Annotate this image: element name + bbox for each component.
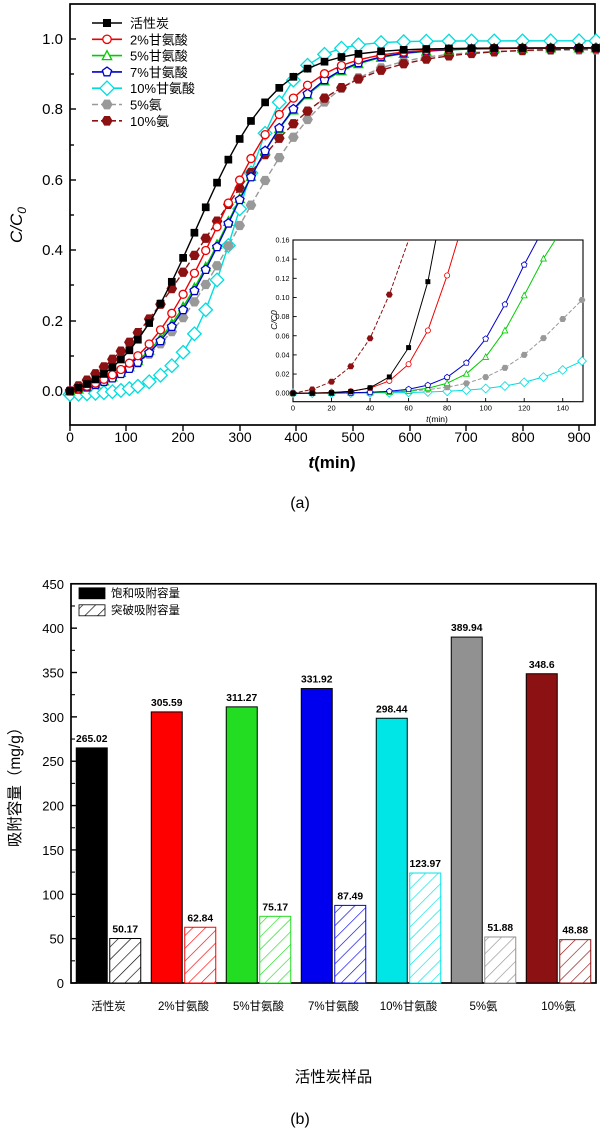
svg-text:0.14: 0.14 bbox=[276, 255, 290, 264]
svg-text:50.17: 50.17 bbox=[112, 924, 138, 935]
svg-text:800: 800 bbox=[511, 429, 535, 445]
svg-text:0.2: 0.2 bbox=[42, 313, 63, 330]
svg-text:0.10: 0.10 bbox=[276, 293, 290, 302]
svg-text:300: 300 bbox=[228, 429, 252, 445]
svg-text:389.94: 389.94 bbox=[451, 623, 483, 634]
svg-text:150: 150 bbox=[42, 843, 64, 858]
svg-text:5%甘氨酸: 5%甘氨酸 bbox=[130, 49, 188, 64]
svg-text:400: 400 bbox=[284, 429, 308, 445]
svg-text:400: 400 bbox=[42, 621, 64, 636]
svg-text:305.59: 305.59 bbox=[151, 698, 183, 709]
svg-text:0.6: 0.6 bbox=[42, 172, 63, 189]
svg-text:0: 0 bbox=[66, 429, 74, 445]
svg-text:0: 0 bbox=[291, 404, 295, 413]
svg-text:活性炭: 活性炭 bbox=[91, 999, 126, 1013]
svg-text:C/C0: C/C0 bbox=[7, 207, 29, 243]
svg-text:0: 0 bbox=[57, 976, 64, 991]
svg-text:活性炭样品: 活性炭样品 bbox=[295, 1068, 373, 1086]
svg-text:100: 100 bbox=[42, 887, 64, 902]
svg-text:62.84: 62.84 bbox=[187, 913, 213, 924]
svg-text:298.44: 298.44 bbox=[376, 704, 408, 715]
svg-text:10%氨: 10%氨 bbox=[130, 114, 169, 129]
svg-text:900: 900 bbox=[567, 429, 591, 445]
svg-text:(b): (b) bbox=[290, 1111, 310, 1128]
svg-text:600: 600 bbox=[398, 429, 422, 445]
svg-text:0.4: 0.4 bbox=[42, 242, 63, 259]
svg-text:1.0: 1.0 bbox=[42, 31, 63, 48]
svg-text:40: 40 bbox=[366, 404, 374, 413]
svg-text:5%氨: 5%氨 bbox=[469, 1000, 498, 1013]
svg-text:500: 500 bbox=[341, 429, 365, 445]
svg-text:450: 450 bbox=[42, 577, 64, 592]
svg-text:51.88: 51.88 bbox=[487, 923, 513, 934]
svg-text:75.17: 75.17 bbox=[262, 902, 288, 913]
svg-text:200: 200 bbox=[42, 799, 64, 814]
svg-text:140: 140 bbox=[556, 404, 569, 413]
svg-text:265.02: 265.02 bbox=[76, 734, 108, 745]
svg-text:80: 80 bbox=[443, 404, 451, 413]
svg-text:50: 50 bbox=[50, 932, 64, 947]
svg-text:0.06: 0.06 bbox=[276, 331, 290, 340]
svg-text:87.49: 87.49 bbox=[337, 891, 363, 902]
svg-text:700: 700 bbox=[454, 429, 478, 445]
svg-text:活性炭: 活性炭 bbox=[130, 16, 169, 31]
svg-text:饱和吸附容量: 饱和吸附容量 bbox=[111, 586, 180, 600]
svg-text:331.92: 331.92 bbox=[301, 675, 333, 686]
svg-text:348.6: 348.6 bbox=[529, 660, 555, 671]
svg-text:t(min): t(min) bbox=[426, 414, 448, 424]
svg-text:C/C0: C/C0 bbox=[269, 310, 279, 330]
svg-text:60: 60 bbox=[404, 404, 412, 413]
svg-text:200: 200 bbox=[171, 429, 195, 445]
svg-text:300: 300 bbox=[42, 710, 64, 725]
svg-text:100: 100 bbox=[114, 429, 138, 445]
svg-text:48.88: 48.88 bbox=[562, 926, 588, 937]
svg-text:250: 250 bbox=[42, 754, 64, 769]
svg-text:10%氨: 10%氨 bbox=[541, 1000, 576, 1013]
svg-text:(a): (a) bbox=[290, 495, 310, 512]
svg-text:突破吸附容量: 突破吸附容量 bbox=[111, 603, 180, 617]
svg-text:0.12: 0.12 bbox=[276, 274, 290, 283]
svg-text:吸附容量（mg/g）: 吸附容量（mg/g） bbox=[6, 720, 24, 847]
svg-text:0.8: 0.8 bbox=[42, 101, 63, 118]
svg-text:350: 350 bbox=[42, 666, 64, 681]
svg-text:0.0: 0.0 bbox=[42, 383, 63, 400]
svg-text:10%甘氨酸: 10%甘氨酸 bbox=[380, 999, 438, 1013]
svg-text:2%甘氨酸: 2%甘氨酸 bbox=[130, 32, 188, 47]
svg-text:311.27: 311.27 bbox=[226, 693, 257, 704]
svg-text:0.16: 0.16 bbox=[276, 236, 290, 245]
svg-text:t(min): t(min) bbox=[308, 453, 355, 472]
svg-text:0.00: 0.00 bbox=[276, 389, 290, 398]
svg-text:20: 20 bbox=[327, 404, 335, 413]
svg-text:7%甘氨酸: 7%甘氨酸 bbox=[130, 65, 188, 80]
svg-text:7%甘氨酸: 7%甘氨酸 bbox=[308, 999, 360, 1013]
svg-text:120: 120 bbox=[518, 404, 531, 413]
svg-text:100: 100 bbox=[479, 404, 492, 413]
svg-text:123.97: 123.97 bbox=[410, 859, 442, 870]
svg-text:5%甘氨酸: 5%甘氨酸 bbox=[233, 999, 285, 1013]
svg-text:10%甘氨酸: 10%甘氨酸 bbox=[130, 81, 195, 96]
svg-text:2%甘氨酸: 2%甘氨酸 bbox=[158, 999, 210, 1013]
svg-text:0.04: 0.04 bbox=[276, 350, 290, 359]
svg-text:0.02: 0.02 bbox=[276, 370, 290, 379]
svg-text:5%氨: 5%氨 bbox=[130, 98, 162, 113]
